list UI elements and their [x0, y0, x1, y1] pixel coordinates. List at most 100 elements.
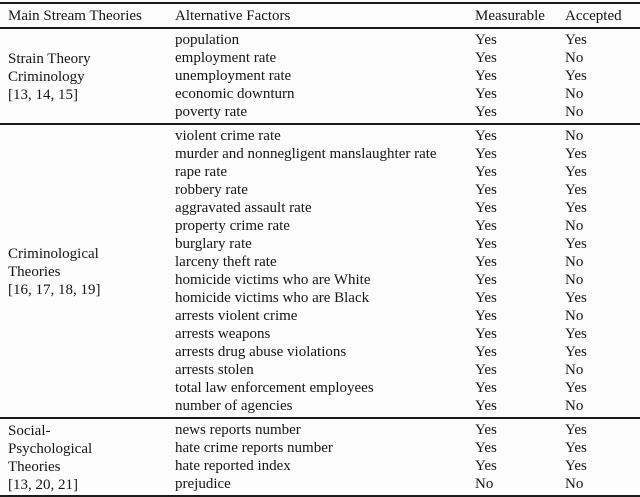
theory-line: Psychological	[8, 441, 93, 457]
theory-line: Social-	[8, 423, 51, 439]
accepted-cell: Yes	[565, 32, 587, 48]
measurable-cell: Yes	[475, 218, 497, 234]
group-strain-theory: Strain Theory Criminology [13, 14, 15] p…	[0, 28, 640, 124]
measurable-cell: Yes	[475, 398, 497, 414]
measurable-cell: Yes	[475, 200, 497, 216]
table-row: burglary rate Yes Yes	[0, 235, 640, 253]
table-header: Main Stream Theories Alternative Factors…	[0, 3, 640, 29]
factor-cell: burglary rate	[175, 236, 252, 252]
table-row: homicide victims who are White Yes No	[0, 271, 640, 289]
accepted-cell: No	[565, 398, 584, 414]
table-row: murder and nonnegligent manslaughter rat…	[0, 145, 640, 163]
table-row: homicide victims who are Black Yes Yes	[0, 289, 640, 307]
table-row: property crime rate Yes No	[0, 217, 640, 235]
column-header-main-stream-theories: Main Stream Theories	[0, 3, 167, 29]
measurable-cell: Yes	[475, 380, 497, 396]
table-row: arrests drug abuse violations Yes Yes	[0, 343, 640, 361]
accepted-cell: No	[565, 86, 584, 102]
measurable-cell: Yes	[475, 104, 497, 120]
measurable-cell: No	[475, 476, 494, 492]
measurable-cell: Yes	[475, 290, 497, 306]
table-row: robbery rate Yes Yes	[0, 181, 640, 199]
theory-citation: [16, 17, 18, 19]	[8, 282, 101, 298]
table-row: number of agencies Yes No	[0, 397, 640, 418]
measurable-cell: Yes	[475, 272, 497, 288]
table-row: arrests violent crime Yes No	[0, 307, 640, 325]
measurable-cell: Yes	[475, 362, 497, 378]
table-row: rape rate Yes Yes	[0, 163, 640, 181]
measurable-cell: Yes	[475, 182, 497, 198]
theory-cell: Strain Theory Criminology [13, 14, 15]	[0, 28, 167, 124]
group-criminological-theories: Criminological Theories [16, 17, 18, 19]…	[0, 124, 640, 418]
theory-line: Theories	[8, 264, 61, 280]
table-row: economic downturn Yes No	[0, 85, 640, 103]
factor-cell: murder and nonnegligent manslaughter rat…	[175, 146, 437, 162]
table-row: Social- Psychological Theories [13, 20, …	[0, 418, 640, 493]
table-row: arrests stolen Yes No	[0, 361, 640, 379]
table-row: unemployment rate Yes Yes	[0, 67, 640, 85]
theory-citation: [13, 20, 21]	[8, 477, 78, 493]
accepted-cell: No	[565, 128, 584, 144]
accepted-cell: No	[565, 104, 584, 120]
factor-cell: hate crime reports number	[175, 440, 333, 456]
factor-cell: poverty rate	[175, 104, 248, 120]
factor-cell: total law enforcement employees	[175, 380, 374, 396]
factor-cell: population	[175, 32, 240, 48]
accepted-cell: Yes	[565, 182, 587, 198]
table-row: arrests weapons Yes Yes	[0, 325, 640, 343]
accepted-cell: No	[565, 476, 584, 492]
measurable-cell: Yes	[475, 254, 497, 270]
measurable-cell: Yes	[475, 32, 497, 48]
table-row: hate crime reports number Yes Yes	[0, 439, 640, 457]
factor-cell: aggravated assault rate	[175, 200, 312, 216]
table-row: prejudice No No	[0, 475, 640, 496]
accepted-cell: Yes	[565, 326, 587, 342]
measurable-cell: Yes	[475, 128, 497, 144]
factor-cell: larceny theft rate	[175, 254, 277, 270]
table-row: poverty rate Yes No	[0, 103, 640, 124]
factor-cell: prejudice	[175, 476, 231, 492]
factor-cell: violent crime rate	[175, 128, 281, 144]
accepted-cell: Yes	[565, 458, 587, 474]
factor-cell: robbery rate	[175, 182, 248, 198]
accepted-cell: Yes	[565, 344, 587, 360]
factor-cell: homicide victims who are Black	[175, 290, 370, 306]
factor-cell: arrests stolen	[175, 362, 254, 378]
factor-cell: employment rate	[175, 50, 277, 66]
theory-line: Criminological	[8, 246, 99, 262]
measurable-cell: Yes	[475, 86, 497, 102]
measurable-cell: Yes	[475, 440, 497, 456]
accepted-cell: No	[565, 50, 584, 66]
accepted-cell: Yes	[565, 164, 587, 180]
accepted-cell: Yes	[565, 380, 587, 396]
column-header-measurable: Measurable	[467, 3, 557, 29]
accepted-cell: Yes	[565, 422, 587, 438]
accepted-cell: No	[565, 254, 584, 270]
factor-cell: economic downturn	[175, 86, 295, 102]
accepted-cell: Yes	[565, 146, 587, 162]
factor-cell: arrests weapons	[175, 326, 271, 342]
measurable-cell: Yes	[475, 50, 497, 66]
measurable-cell: Yes	[475, 326, 497, 342]
theory-cell: Social- Psychological Theories [13, 20, …	[0, 418, 167, 496]
factor-cell: property crime rate	[175, 218, 290, 234]
factor-cell: hate reported index	[175, 458, 291, 474]
table-row: employment rate Yes No	[0, 49, 640, 67]
table-row: Criminological Theories [16, 17, 18, 19]…	[0, 124, 640, 298]
accepted-cell: No	[565, 218, 584, 234]
group-social-psychological: Social- Psychological Theories [13, 20, …	[0, 418, 640, 496]
factor-cell: news reports number	[175, 422, 301, 438]
accepted-cell: Yes	[565, 200, 587, 216]
factor-cell: arrests violent crime	[175, 308, 298, 324]
table-row: larceny theft rate Yes No	[0, 253, 640, 271]
accepted-cell: No	[565, 272, 584, 288]
theory-line: Criminology	[8, 69, 85, 85]
table-row: aggravated assault rate Yes Yes	[0, 199, 640, 217]
measurable-cell: Yes	[475, 146, 497, 162]
table-row: hate reported index Yes Yes	[0, 457, 640, 475]
measurable-cell: Yes	[475, 308, 497, 324]
factor-cell: rape rate	[175, 164, 228, 180]
factor-cell: unemployment rate	[175, 68, 292, 84]
factor-cell: number of agencies	[175, 398, 293, 414]
